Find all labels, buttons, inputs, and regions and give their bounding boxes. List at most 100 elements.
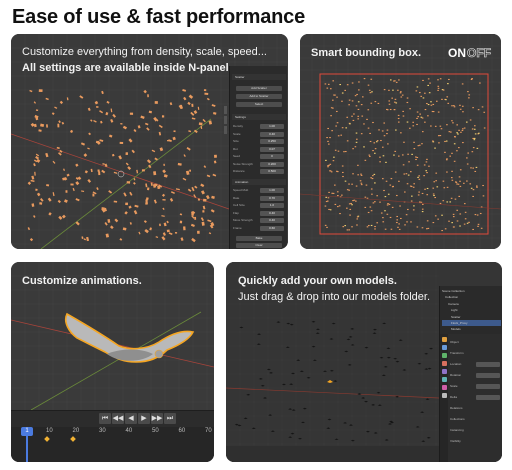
- playback-control-button[interactable]: ⏮: [99, 413, 111, 424]
- npanel-value-field[interactable]: 1.00: [260, 188, 284, 193]
- property-row[interactable]: Rotation: [450, 373, 462, 377]
- particle: [400, 91, 402, 93]
- particle: [119, 141, 124, 144]
- npanel-value-field[interactable]: 0: [260, 154, 284, 159]
- particle: [463, 182, 465, 184]
- particle: [57, 123, 60, 128]
- npanel-clear-button[interactable]: Clear: [236, 243, 282, 248]
- npanel-value-field[interactable]: 0.60: [260, 225, 284, 231]
- npanel-value-field[interactable]: 0.40: [260, 210, 284, 216]
- outliner-item[interactable]: Models: [451, 327, 461, 332]
- particle: [388, 103, 391, 105]
- property-row[interactable]: Instancing: [450, 428, 464, 432]
- npanel-row-label: Cell Size: [233, 203, 245, 207]
- outliner-item[interactable]: Collection: [445, 295, 459, 300]
- bird-instance: [326, 427, 331, 429]
- particle: [393, 80, 395, 82]
- playback-control-button[interactable]: ⏭: [164, 413, 176, 424]
- particle: [324, 83, 327, 85]
- particle: [363, 123, 365, 125]
- particle: [339, 83, 342, 86]
- particle: [453, 105, 455, 107]
- property-row[interactable]: Object: [450, 340, 459, 344]
- particle: [355, 132, 358, 134]
- npanel-value-field[interactable]: 1.0: [260, 203, 284, 208]
- particle: [98, 171, 101, 176]
- npanel-button[interactable]: Add to Scatter: [236, 94, 282, 99]
- outliner-item[interactable]: Light: [451, 308, 458, 313]
- particle: [459, 104, 461, 106]
- particle: [397, 89, 399, 91]
- particle: [426, 172, 428, 174]
- property-value-field[interactable]: [476, 395, 500, 400]
- particle: [421, 131, 424, 133]
- property-value-field[interactable]: [476, 373, 500, 378]
- particle: [391, 186, 394, 188]
- property-row[interactable]: Transform: [450, 351, 464, 355]
- particle: [427, 103, 430, 106]
- property-row[interactable]: Location: [450, 362, 462, 366]
- particle: [402, 115, 405, 117]
- property-value-field[interactable]: [476, 384, 500, 389]
- particle: [368, 154, 371, 156]
- npanel-bake-button[interactable]: Bake: [236, 236, 282, 241]
- bird-instance: [398, 339, 403, 341]
- particle: [179, 104, 183, 109]
- current-frame-indicator[interactable]: 1: [21, 427, 33, 436]
- npanel-value-field[interactable]: 0.250: [260, 139, 284, 144]
- property-row[interactable]: Scale: [450, 384, 458, 388]
- npanel-section-animation[interactable]: Animation: [232, 179, 286, 185]
- property-row[interactable]: Relations: [450, 406, 463, 410]
- particle: [174, 232, 178, 234]
- playback-control-button[interactable]: ◀◀: [112, 413, 124, 424]
- npanel-tabs[interactable]: [221, 104, 229, 144]
- npanel-value-field[interactable]: 0.200: [260, 161, 284, 167]
- outliner-item[interactable]: Camera: [448, 301, 459, 306]
- bird-instance: [384, 439, 389, 441]
- npanel-value-field[interactable]: 0.40: [260, 218, 284, 223]
- bird-instance: [306, 376, 311, 379]
- properties-tabs[interactable]: [440, 334, 448, 462]
- particle: [424, 188, 426, 190]
- npanel-section-settings[interactable]: Settings: [232, 114, 286, 120]
- particle: [361, 115, 364, 117]
- npanel-value-field[interactable]: 1.00: [260, 124, 284, 129]
- npanel-value-field[interactable]: 0.500: [260, 169, 284, 174]
- animated-bird-model[interactable]: [64, 312, 195, 363]
- particle: [87, 179, 92, 183]
- playback-control-button[interactable]: ◀: [125, 413, 137, 424]
- outliner-item[interactable]: Scatter: [451, 314, 461, 319]
- particle: [445, 159, 448, 161]
- timeline-ruler[interactable]: [11, 427, 214, 462]
- npanel-button[interactable]: Select: [236, 102, 282, 107]
- npanel-row-label: Size: [233, 139, 239, 143]
- particle: [188, 94, 194, 99]
- particle: [329, 170, 332, 172]
- property-value-field[interactable]: [476, 362, 500, 367]
- npanel-button[interactable]: Add Scatter: [236, 86, 282, 91]
- property-row[interactable]: Delta: [450, 395, 458, 399]
- playback-control-button[interactable]: ▶▶: [151, 413, 163, 424]
- particle: [374, 225, 376, 228]
- selected-instance[interactable]: [327, 380, 333, 383]
- particle: [101, 169, 106, 174]
- npanel-value-field[interactable]: 0.70: [260, 195, 284, 201]
- particle: [94, 100, 99, 105]
- outliner-item[interactable]: Flock_Proxy: [442, 320, 501, 326]
- playhead-line[interactable]: [26, 436, 28, 462]
- particle: [92, 193, 95, 197]
- particle: [461, 105, 464, 107]
- outliner-item[interactable]: Scene Collection: [442, 289, 465, 293]
- npanel-value-field[interactable]: 0.07: [260, 146, 284, 152]
- playback-control-button[interactable]: ▶: [138, 413, 150, 424]
- particle: [374, 148, 377, 150]
- particle: [158, 124, 163, 129]
- particle: [416, 111, 419, 113]
- npanel-value-field[interactable]: 0.40: [260, 131, 284, 137]
- particle: [386, 108, 388, 111]
- property-row[interactable]: Visibility: [450, 439, 461, 443]
- card-bbox-title: Smart bounding box.: [311, 47, 421, 59]
- bbox-on-off-toggle[interactable]: ONOFF: [448, 46, 491, 61]
- particle: [332, 107, 334, 109]
- property-row[interactable]: Collections: [450, 417, 465, 421]
